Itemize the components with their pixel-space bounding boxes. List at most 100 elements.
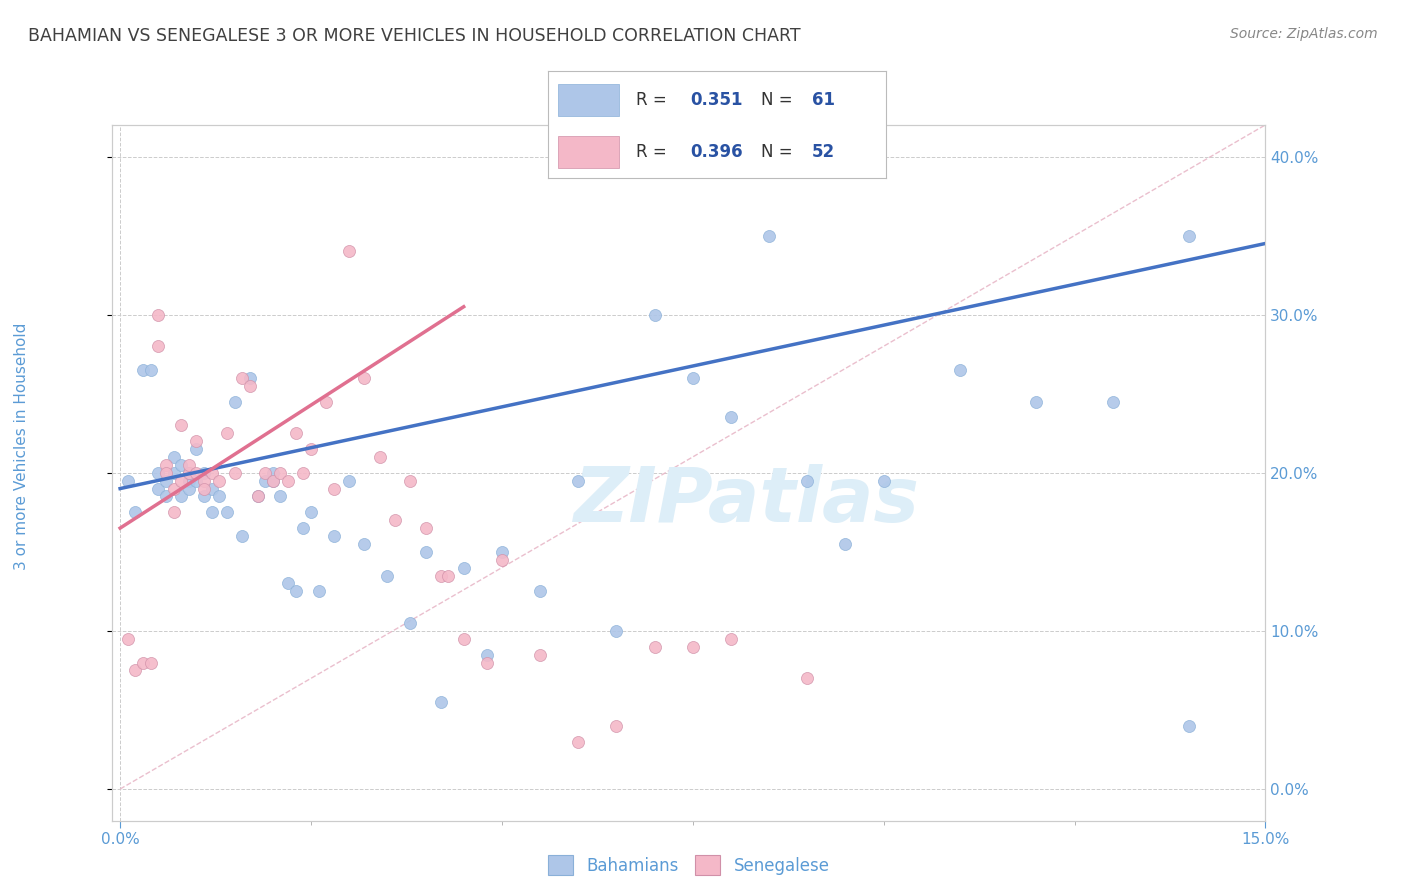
Point [605, 624, 627, 638]
Point [201, 482, 224, 496]
Point [193, 482, 215, 496]
Point [644, 308, 666, 322]
Point [170, 474, 193, 488]
Point [162, 482, 184, 496]
Point [162, 466, 184, 480]
Point [415, 545, 437, 559]
Point [834, 537, 856, 551]
Point [453, 632, 475, 646]
Text: N =: N = [761, 143, 797, 161]
Point [758, 228, 780, 243]
Point [269, 490, 291, 504]
Point [949, 363, 972, 377]
Point [529, 584, 551, 599]
Text: R =: R = [636, 91, 672, 109]
Text: N =: N = [761, 91, 797, 109]
Point [117, 474, 139, 488]
Point [292, 521, 315, 535]
Point [277, 576, 299, 591]
Point [162, 505, 184, 519]
Point [148, 466, 170, 480]
Point [208, 490, 231, 504]
Point [155, 458, 177, 472]
Text: R =: R = [636, 143, 672, 161]
Point [529, 648, 551, 662]
Point [299, 505, 322, 519]
Point [254, 466, 277, 480]
Point [170, 458, 193, 472]
Point [177, 474, 200, 488]
Point [269, 466, 291, 480]
Point [1101, 394, 1123, 409]
Point [262, 466, 284, 480]
Point [284, 426, 307, 441]
Point [132, 363, 155, 377]
Point [246, 490, 269, 504]
Point [430, 568, 453, 582]
Point [224, 466, 246, 480]
Point [322, 482, 344, 496]
Point [284, 584, 307, 599]
Point [315, 394, 337, 409]
Point [231, 371, 253, 385]
Point [170, 418, 193, 433]
Point [796, 474, 818, 488]
Point [231, 529, 253, 543]
Bar [558, 84, 619, 116]
Point [415, 521, 437, 535]
Legend: Bahamians, Senegalese: Bahamians, Senegalese [541, 848, 837, 882]
Point [215, 426, 238, 441]
Point [186, 442, 208, 456]
Point [1178, 719, 1201, 733]
Point [132, 656, 155, 670]
Point [491, 552, 513, 567]
Point [299, 442, 322, 456]
Point [453, 560, 475, 574]
Point [368, 450, 391, 464]
Point [430, 695, 453, 709]
Point [201, 466, 224, 480]
Text: 0.396: 0.396 [690, 143, 742, 161]
Text: 3 or more Vehicles in Household: 3 or more Vehicles in Household [14, 322, 28, 570]
Point [246, 490, 269, 504]
Point [186, 466, 208, 480]
Point [254, 474, 277, 488]
Point [796, 671, 818, 685]
Point [239, 371, 262, 385]
Point [384, 513, 406, 527]
Point [155, 474, 177, 488]
Point [682, 371, 704, 385]
Point [193, 490, 215, 504]
Point [262, 474, 284, 488]
Point [177, 466, 200, 480]
Point [337, 474, 360, 488]
Point [215, 505, 238, 519]
Point [872, 474, 894, 488]
Point [720, 410, 742, 425]
Point [170, 490, 193, 504]
Point [475, 656, 498, 670]
Point [155, 490, 177, 504]
Point [337, 244, 360, 259]
Point [1025, 394, 1047, 409]
Point [353, 371, 375, 385]
Point [148, 482, 170, 496]
Point [155, 466, 177, 480]
Point [224, 394, 246, 409]
Point [375, 568, 398, 582]
Point [567, 734, 589, 748]
Point [353, 537, 375, 551]
Text: 52: 52 [811, 143, 835, 161]
Bar [558, 136, 619, 168]
Text: Source: ZipAtlas.com: Source: ZipAtlas.com [1230, 27, 1378, 41]
Point [162, 450, 184, 464]
Point [201, 505, 224, 519]
Point [139, 656, 162, 670]
Text: BAHAMIAN VS SENEGALESE 3 OR MORE VEHICLES IN HOUSEHOLD CORRELATION CHART: BAHAMIAN VS SENEGALESE 3 OR MORE VEHICLE… [28, 27, 801, 45]
Point [322, 529, 344, 543]
Point [193, 466, 215, 480]
Point [475, 648, 498, 662]
Point [682, 640, 704, 654]
Point [491, 545, 513, 559]
Point [308, 584, 330, 599]
